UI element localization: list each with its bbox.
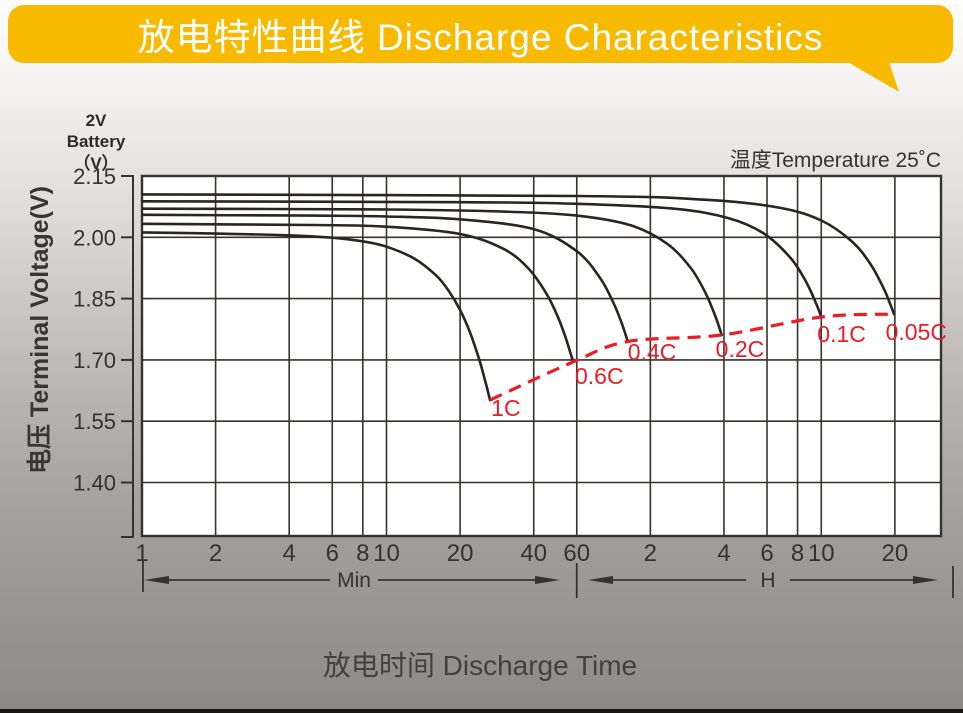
bottom-border-strip xyxy=(0,709,963,713)
x-tick-label: 10 xyxy=(373,540,400,567)
x-tick-label: 2 xyxy=(644,540,657,567)
curve-0.1C xyxy=(142,200,823,319)
hour-unit-label: H xyxy=(760,569,775,592)
x-tick-label: 10 xyxy=(808,540,835,567)
discharge-curves xyxy=(142,193,896,402)
x-tick-label: 4 xyxy=(283,540,296,567)
x-tick-label: 8 xyxy=(356,540,369,567)
grid-lines xyxy=(142,176,941,536)
x-tick-label: 8 xyxy=(791,540,804,567)
y-axis-title: 电压 Terminal Voltage(V) xyxy=(26,186,54,475)
y-tick-label: 2.15 xyxy=(73,164,116,189)
curve-label-1C: 1C xyxy=(491,395,520,421)
battery-type-line1: 2V xyxy=(85,111,107,130)
curve-0.05C xyxy=(142,193,896,316)
x-tick-label: 60 xyxy=(563,540,590,567)
curve-0.6C xyxy=(142,222,575,364)
min-unit-label: Min xyxy=(337,569,371,592)
curve-rate-labels: 1C 0.6C0.4C 0.2C 0.1C 0.05C xyxy=(491,319,947,421)
y-axis: 2.15 2.00 1.85 1.70 1.55 1.40 xyxy=(73,164,134,538)
battery-type-line3: （V） xyxy=(73,153,119,173)
battery-type-label: 2V Battery （V） xyxy=(58,110,134,174)
curve-0.4C xyxy=(142,213,630,343)
battery-type-line2: Battery xyxy=(66,132,126,152)
x-tick-label: 6 xyxy=(326,540,339,567)
curve-label-0.1C: 0.1C xyxy=(817,321,866,347)
x-tick-label: 20 xyxy=(882,540,909,567)
x-axis-title: 放电时间 Discharge Time xyxy=(322,650,638,681)
page-title: 放电特性曲线 Discharge Characteristics xyxy=(137,17,824,58)
curve-label-0.6C: 0.6C xyxy=(575,363,624,389)
y-tick-label: 1.40 xyxy=(73,471,116,496)
time-unit-arrows: Min H xyxy=(142,560,954,598)
curve-0.2C xyxy=(142,207,723,337)
x-axis: 1 2 4 6 8 10 20 40 60 2 4 6 8 10 20 xyxy=(135,540,908,567)
curve-label-0.4C: 0.4C xyxy=(628,339,677,365)
x-tick-label: 20 xyxy=(447,540,474,567)
curve-label-0.05C: 0.05C xyxy=(886,319,947,345)
title-banner: 放电特性曲线 Discharge Characteristics xyxy=(8,5,953,63)
x-tick-label: 2 xyxy=(209,540,222,567)
x-tick-label: 4 xyxy=(717,540,730,567)
curve-1C xyxy=(142,231,492,402)
y-tick-label: 1.85 xyxy=(73,287,116,312)
x-tick-label: 1 xyxy=(135,540,148,567)
temperature-note: 温度Temperature 25˚C xyxy=(729,149,941,172)
y-tick-label: 1.55 xyxy=(73,409,116,434)
y-tick-label: 2.00 xyxy=(73,225,116,250)
curve-label-0.2C: 0.2C xyxy=(716,336,765,362)
discharge-end-voltage-line xyxy=(489,312,895,402)
y-tick-label: 1.70 xyxy=(73,348,116,373)
x-tick-label: 40 xyxy=(520,540,547,567)
x-tick-label: 6 xyxy=(760,540,773,567)
plot-border xyxy=(140,174,943,538)
